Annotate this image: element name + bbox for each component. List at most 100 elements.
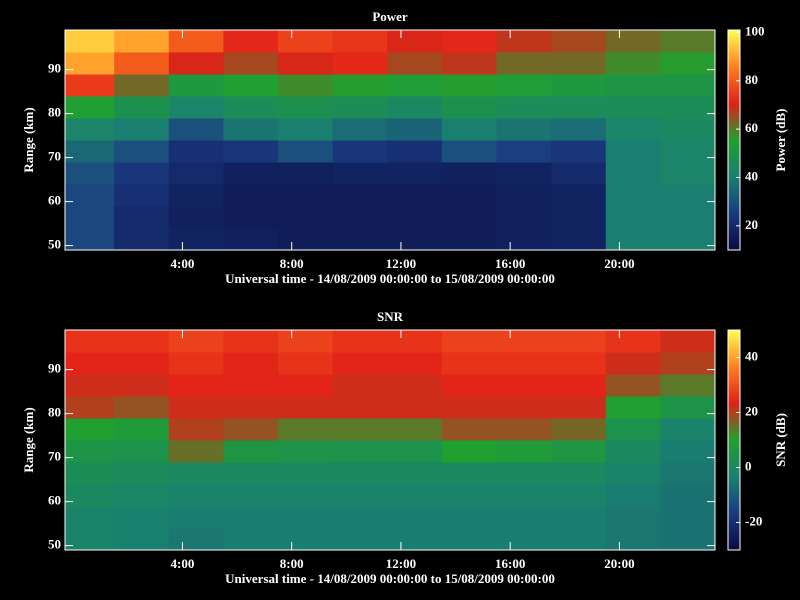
heatmap-cell [278,162,334,185]
heatmap-cell [223,418,279,441]
heatmap-cell [496,396,552,419]
heatmap-cell [660,462,715,485]
plot-frame [64,29,716,251]
heatmap-cell [387,352,443,375]
heatmap-cell [168,506,224,529]
heatmap-cell [168,396,224,419]
heatmap-cell [387,374,443,397]
heatmap-cell [605,528,661,550]
x-tick-label: 12:00 [386,256,416,271]
heatmap-cell [660,418,715,441]
heatmap-cell [332,528,388,550]
colorbar-label: Power (dB) [773,109,788,172]
heatmap-cell [387,396,443,419]
heatmap-cell [387,74,443,97]
heatmap-cell [605,418,661,441]
heatmap-cell [387,462,443,485]
heatmap-cell [551,440,607,463]
heatmap-cell [551,330,607,353]
heatmap-cell [660,162,715,185]
colorbar [727,29,741,251]
x-tick-label: 12:00 [386,556,416,571]
heatmap-cell [223,30,279,53]
heatmap-cell [65,118,115,141]
heatmap-cell [278,330,334,353]
x-tick-label: 20:00 [604,256,634,271]
heatmap-cell [441,30,498,53]
heatmap-cell [114,352,170,375]
heatmap-cell [551,484,607,507]
heatmap-cell [168,484,224,507]
heatmap-cell [332,418,388,441]
heatmap-cell [223,396,279,419]
heatmap-cell [114,184,170,207]
heatmap-cell [278,206,334,229]
colorbar-tick-label: 0 [745,458,752,473]
heatmap-cell [114,206,170,229]
heatmap-cell [496,206,552,229]
colorbar-tick-label: 40 [745,168,758,183]
heatmap-cell [223,330,279,353]
y-tick-label: 50 [48,237,61,252]
heatmap-cell [387,184,443,207]
heatmap-cell [168,330,224,353]
heatmap-cell [223,484,279,507]
heatmap-cell [660,30,715,53]
heatmap-cell [551,140,607,163]
heatmap-cell [65,418,115,441]
heatmap-cell [278,462,334,485]
y-tick-label: 50 [48,537,61,552]
heatmap-cell [441,462,498,485]
heatmap-cell [496,484,552,507]
heatmap-cell [332,228,388,250]
heatmap-cell [496,184,552,207]
heatmap-cell [441,140,498,163]
heatmap-cell [168,440,224,463]
heatmap-cell [551,352,607,375]
heatmap-cell [551,184,607,207]
heatmap-cell [332,162,388,185]
heatmap-cell [496,52,552,75]
heatmap-cell [223,118,279,141]
colorbar-tick-label: -20 [745,513,762,528]
heatmap-cell [168,30,224,53]
heatmap-cell [114,374,170,397]
heatmap-cell [332,206,388,229]
heatmap-cell [551,506,607,529]
heatmap-cell [65,352,115,375]
heatmap-cell [441,506,498,529]
heatmap-cell [441,440,498,463]
colorbar-tick-label: 20 [745,403,758,418]
heatmap-cell [496,462,552,485]
heatmap-cell [441,330,498,353]
colorbar-tick-label: 100 [745,23,765,38]
heatmap-cell [332,484,388,507]
heatmap-cell [278,440,334,463]
heatmap-cell [387,140,443,163]
heatmap-cell [168,118,224,141]
heatmap-cell [278,52,334,75]
heatmap-cell [605,206,661,229]
heatmap-cell [65,30,115,53]
heatmap-cell [387,162,443,185]
heatmap-cell [441,528,498,550]
heatmap-cell [441,374,498,397]
heatmap-cell [278,228,334,250]
heatmap-cell [332,96,388,119]
heatmap-cell [278,484,334,507]
heatmap-cell [114,96,170,119]
heatmap-cell [387,52,443,75]
heatmap-cell [168,352,224,375]
heatmap-cell [605,330,661,353]
heatmap-cell [605,52,661,75]
heatmap-cell [168,162,224,185]
colorbar-label: SNR (dB) [773,413,788,467]
heatmap-cell [65,74,115,97]
heatmap-cell [387,506,443,529]
heatmap-cell [65,462,115,485]
heatmap-cell [496,74,552,97]
heatmap-cell [387,206,443,229]
heatmap-cell [551,206,607,229]
heatmap-cell [332,184,388,207]
chart-title: SNR [377,309,404,324]
